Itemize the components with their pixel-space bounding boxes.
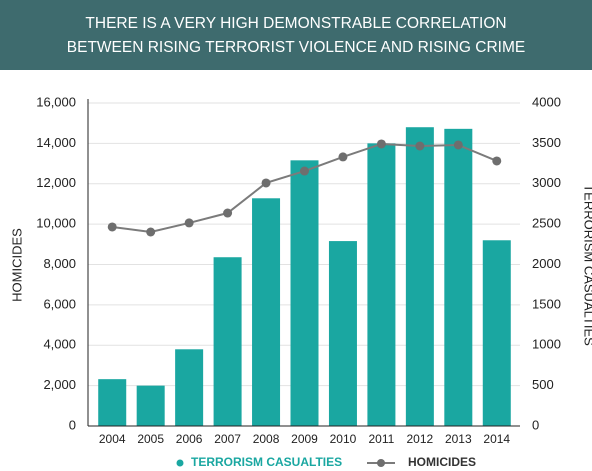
chart-title: BETWEEN RISING TERRORIST VIOLENCE AND RI…: [67, 39, 525, 56]
x-tick-label: 2013: [445, 432, 472, 446]
bar: [98, 379, 127, 426]
y2-tick-label: 0: [532, 417, 539, 432]
line-marker: [492, 156, 502, 166]
y2-tick-label: 1000: [532, 337, 561, 352]
title-banner: [0, 0, 592, 70]
x-tick-label: 2009: [291, 432, 318, 446]
bar: [252, 198, 281, 426]
y2-tick-label: 2500: [532, 216, 561, 231]
line-marker: [453, 140, 463, 150]
x-tick-label: 2006: [176, 432, 203, 446]
bar: [405, 127, 434, 426]
x-tick-label: 2004: [99, 432, 126, 446]
y-axis-label: HOMICIDES: [9, 228, 24, 302]
y-tick-label: 16,000: [36, 94, 76, 109]
y2-tick-label: 1500: [532, 296, 561, 311]
x-tick-label: 2014: [483, 432, 510, 446]
line-marker: [376, 139, 386, 149]
line-marker: [415, 141, 425, 151]
x-tick-label: 2005: [137, 432, 164, 446]
legend-swatch: [176, 459, 184, 467]
chart-title: THERE IS A VERY HIGH DEMONSTRABLE CORREL…: [85, 15, 506, 32]
line-marker: [261, 178, 271, 188]
bar: [213, 257, 242, 426]
bar: [290, 160, 319, 426]
y2-tick-label: 500: [532, 377, 554, 392]
x-tick-label: 2010: [330, 432, 357, 446]
bar: [175, 349, 204, 426]
bar: [482, 240, 511, 426]
line-marker: [338, 152, 348, 162]
y2-tick-label: 4000: [532, 94, 561, 109]
y-tick-label: 12,000: [36, 175, 76, 190]
y-tick-label: 8,000: [43, 256, 76, 271]
y-tick-label: 14,000: [36, 135, 76, 150]
y-tick-label: 0: [69, 417, 76, 432]
bar: [328, 241, 357, 426]
line-marker: [146, 227, 156, 237]
y-tick-label: 4,000: [43, 337, 76, 352]
line-marker: [184, 218, 194, 228]
bar: [444, 128, 473, 426]
legend-swatch: [377, 459, 385, 467]
legend-label: TERRORISM CASUALTIES: [191, 455, 342, 469]
y-tick-label: 10,000: [36, 216, 76, 231]
y2-tick-label: 2000: [532, 256, 561, 271]
line-marker: [223, 208, 233, 218]
bar: [367, 143, 396, 426]
x-tick-label: 2007: [214, 432, 241, 446]
legend-label: HOMICIDES: [408, 455, 476, 469]
bar: [136, 385, 165, 426]
y-tick-label: 6,000: [43, 296, 76, 311]
x-tick-label: 2011: [369, 432, 395, 446]
y-tick-label: 2,000: [43, 377, 76, 392]
line-marker: [107, 222, 117, 232]
y2-tick-label: 3000: [532, 175, 561, 190]
y2-axis-label: TERRORISM CASUALTIES: [582, 184, 592, 346]
line-marker: [300, 166, 309, 176]
x-tick-label: 2012: [407, 432, 434, 446]
x-tick-label: 2008: [253, 432, 280, 446]
y2-tick-label: 3500: [532, 135, 561, 150]
